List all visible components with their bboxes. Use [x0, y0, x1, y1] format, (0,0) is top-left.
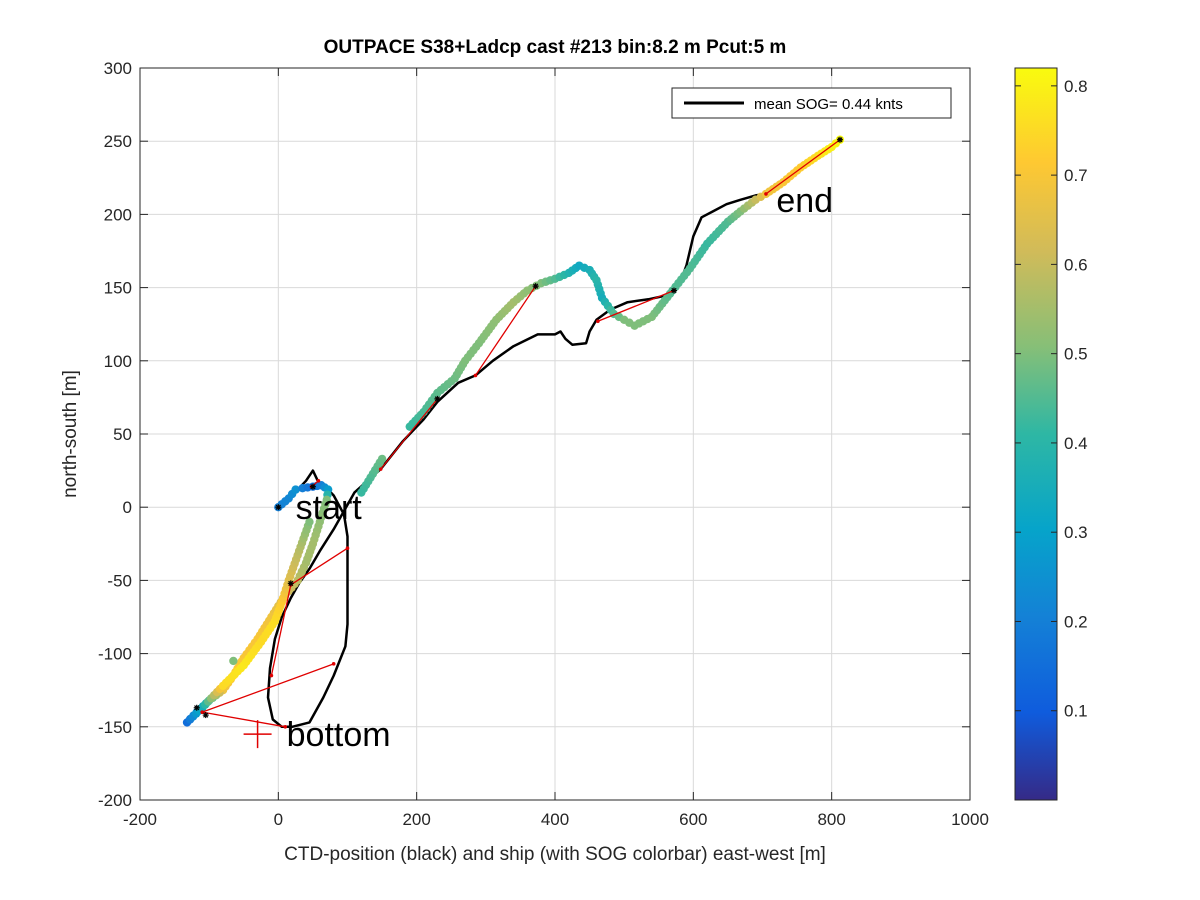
red-segment: [270, 584, 292, 676]
ship-point: [357, 488, 366, 497]
y-tick-label: 100: [104, 352, 132, 371]
red-segment: [474, 285, 537, 376]
star-marker: [309, 483, 316, 490]
x-tick-label: 400: [541, 810, 569, 829]
star-marker: [202, 712, 209, 719]
ship-track: [182, 135, 845, 727]
colorbar-tick-label: 0.8: [1064, 77, 1088, 96]
red-point: [331, 662, 336, 666]
star-marker: [275, 504, 282, 511]
y-tick-label: 200: [104, 205, 132, 224]
red-segment: [202, 663, 334, 713]
colorbar-tick-label: 0.5: [1064, 345, 1088, 364]
y-tick-label: 0: [123, 498, 132, 517]
legend: mean SOG= 0.44 knts: [671, 87, 952, 119]
x-tick-label: 1000: [951, 810, 989, 829]
y-tick-label: 50: [113, 425, 132, 444]
red-point: [378, 467, 383, 471]
y-tick-label: -100: [98, 645, 132, 664]
ship-point: [229, 656, 238, 666]
y-tick-label: 300: [104, 59, 132, 78]
colorbar-tick-label: 0.2: [1064, 612, 1088, 631]
star-marker: [836, 136, 843, 143]
x-tick-label: 600: [679, 810, 707, 829]
y-tick-label: 150: [104, 279, 132, 298]
x-tick-label: 800: [817, 810, 845, 829]
colorbar-tick-label: 0.3: [1064, 523, 1088, 542]
red-point: [596, 319, 600, 324]
x-tick-label: -200: [123, 810, 157, 829]
red-segment: [290, 547, 348, 586]
red-segment: [380, 398, 438, 470]
colorbar: [1014, 67, 1058, 801]
red-point: [269, 673, 274, 678]
x-tick-label: 0: [274, 810, 283, 829]
red-point: [316, 479, 321, 483]
red-point: [283, 725, 288, 729]
red-point: [764, 192, 768, 196]
annotation-end: end: [776, 182, 833, 220]
star-marker: [193, 704, 200, 711]
star-marker: [287, 580, 294, 587]
annotations: start end bottom: [287, 182, 833, 754]
black-stars: [193, 136, 843, 719]
legend-label: mean SOG= 0.44 knts: [754, 96, 903, 113]
bottom-marker: [243, 720, 272, 749]
y-axis-label: north-south [m]: [60, 370, 81, 498]
red-segment: [202, 711, 286, 728]
y-tick-label: 250: [104, 132, 132, 151]
colorbar-tick-label: 0.1: [1064, 702, 1088, 721]
colorbar-tick-label: 0.6: [1064, 255, 1088, 274]
star-marker: [670, 287, 677, 294]
red-point: [345, 546, 350, 550]
star-marker: [434, 395, 441, 402]
annotation-start: start: [296, 489, 363, 527]
annotation-bottom: bottom: [287, 716, 391, 754]
x-tick-label: 200: [402, 810, 430, 829]
red-segment: [597, 289, 675, 322]
y-tick-label: -150: [98, 718, 132, 737]
grid-lines: [140, 68, 970, 800]
red-point: [473, 373, 478, 378]
chart-title: OUTPACE S38+Ladcp cast #213 bin:8.2 m Pc…: [324, 37, 787, 58]
colorbar-tick-label: 0.7: [1064, 166, 1088, 185]
ship-point: [291, 485, 300, 494]
colorbar-ticks: 0.1 0.2 0.3 0.4 0.5 0.6 0.7 0.8: [1015, 77, 1088, 721]
colorbar-tick-label: 0.4: [1064, 434, 1088, 453]
red-segment: [765, 139, 841, 195]
axis-ticks: -200 0 200 400 600 800 1000 -200 -150 -100 -50 0 50 1…: [98, 59, 989, 829]
star-marker: [532, 283, 539, 290]
y-tick-label: -50: [107, 571, 132, 590]
red-point: [200, 710, 205, 714]
y-tick-label: -200: [98, 791, 132, 810]
ship-point: [305, 517, 314, 527]
x-axis-label: CTD-position (black) and ship (with SOG …: [284, 844, 826, 865]
